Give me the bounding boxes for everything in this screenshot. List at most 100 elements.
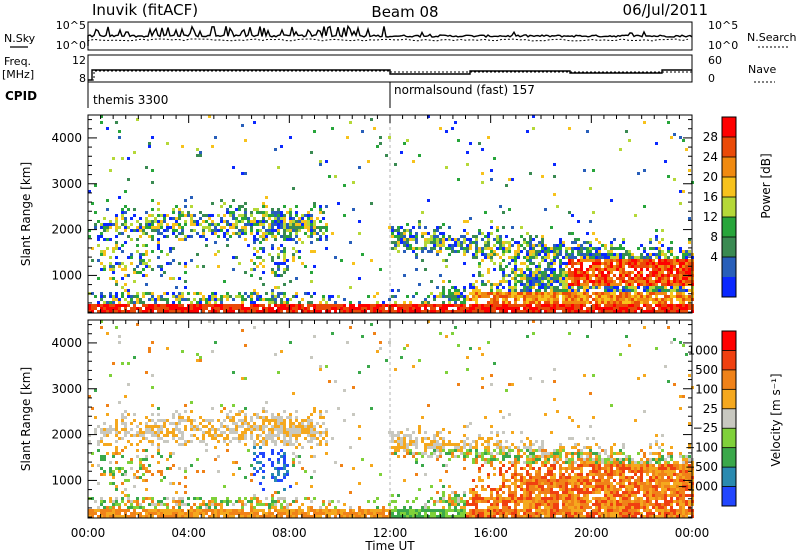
- power-cell: [592, 253, 595, 256]
- power-cell: [100, 307, 103, 310]
- power-cell: [271, 301, 274, 304]
- velocity-cell: [244, 377, 247, 380]
- velocity-cell: [142, 506, 145, 509]
- velocity-cell: [358, 482, 361, 485]
- velocity-cell: [319, 512, 322, 515]
- power-cell: [484, 292, 487, 295]
- velocity-cell: [301, 503, 304, 506]
- velocity-cell: [328, 500, 331, 503]
- velocity-cell: [475, 491, 478, 494]
- power-cell: [583, 259, 586, 262]
- power-cell: [178, 226, 181, 229]
- power-cell: [625, 286, 628, 289]
- power-cell: [565, 271, 568, 274]
- power-cell: [532, 247, 535, 250]
- velocity-cell: [214, 446, 217, 449]
- velocity-cell: [289, 431, 292, 434]
- power-cell: [421, 304, 424, 307]
- power-cell: [448, 253, 451, 256]
- power-cell: [643, 304, 646, 307]
- power-cell: [121, 268, 124, 271]
- power-cell: [145, 310, 148, 313]
- power-cell: [553, 256, 556, 259]
- power-cell: [505, 184, 508, 187]
- power-cell: [154, 229, 157, 232]
- velocity-cell: [157, 515, 160, 518]
- power-cell: [538, 301, 541, 304]
- power-cell: [529, 271, 532, 274]
- velocity-cell: [358, 437, 361, 440]
- velocity-cell: [289, 428, 292, 431]
- power-cell: [313, 265, 316, 268]
- velocity-cell: [343, 503, 346, 506]
- velocity-cell: [130, 515, 133, 518]
- power-cell: [277, 286, 280, 289]
- velocity-cell: [442, 506, 445, 509]
- velocity-cell: [364, 515, 367, 518]
- power-cell: [478, 274, 481, 277]
- power-cell: [586, 250, 589, 253]
- power-cell: [532, 295, 535, 298]
- power-cell: [553, 175, 556, 178]
- power-cell: [265, 196, 268, 199]
- velocity-cell: [133, 512, 136, 515]
- power-cell: [448, 292, 451, 295]
- power-cell: [580, 253, 583, 256]
- velocity-cell: [463, 515, 466, 518]
- power-cell: [400, 304, 403, 307]
- power-cell: [463, 238, 466, 241]
- velocity-cell: [487, 512, 490, 515]
- power-cell: [505, 295, 508, 298]
- velocity-cell: [304, 419, 307, 422]
- power-cell: [409, 247, 412, 250]
- power-cell: [454, 301, 457, 304]
- velocity-cell: [466, 356, 469, 359]
- velocity-cell: [244, 344, 247, 347]
- power-cell: [598, 298, 601, 301]
- velocity-cell: [277, 470, 280, 473]
- velocity-cell: [109, 512, 112, 515]
- power-cell: [130, 310, 133, 313]
- power-cell: [595, 250, 598, 253]
- power-cell: [580, 262, 583, 265]
- velocity-cell: [481, 386, 484, 389]
- power-cell: [568, 298, 571, 301]
- power-cell: [616, 310, 619, 313]
- power-cell: [211, 232, 214, 235]
- power-cell: [307, 304, 310, 307]
- velocity-cell: [124, 434, 127, 437]
- power-cell: [460, 295, 463, 298]
- power-cell: [184, 307, 187, 310]
- velocity-cell: [184, 404, 187, 407]
- power-cell: [130, 256, 133, 259]
- power-cell: [547, 247, 550, 250]
- power-cell: [628, 262, 631, 265]
- velocity-cell: [172, 464, 175, 467]
- power-cell: [562, 310, 565, 313]
- velocity-cell: [277, 428, 280, 431]
- power-cell: [607, 286, 610, 289]
- velocity-cell: [145, 422, 148, 425]
- beam-title: Beam 08: [371, 3, 438, 21]
- power-cell: [628, 292, 631, 295]
- power-cell: [115, 298, 118, 301]
- power-cell: [511, 304, 514, 307]
- power-cell: [328, 307, 331, 310]
- power-cell: [175, 235, 178, 238]
- velocity-cell: [373, 509, 376, 512]
- velocity-cell: [511, 515, 514, 518]
- power-cell: [244, 238, 247, 241]
- power-cell: [274, 262, 277, 265]
- velocity-cell: [211, 503, 214, 506]
- velocity-cell: [157, 470, 160, 473]
- power-cell: [412, 235, 415, 238]
- velocity-cell: [274, 416, 277, 419]
- power-cell: [316, 310, 319, 313]
- power-cell: [142, 310, 145, 313]
- power-cell: [109, 169, 112, 172]
- power-cell: [496, 295, 499, 298]
- power-cell: [550, 262, 553, 265]
- velocity-cell: [451, 497, 454, 500]
- velocity-cell: [406, 434, 409, 437]
- power-cell: [136, 238, 139, 241]
